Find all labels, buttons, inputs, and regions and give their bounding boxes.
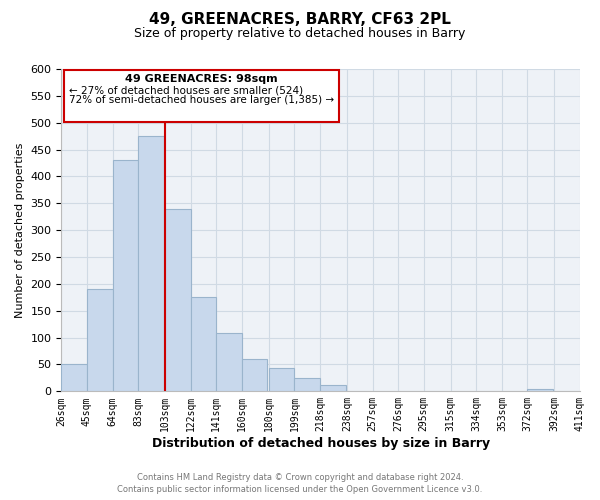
Bar [527, 388, 553, 392]
Bar [320, 385, 346, 392]
Bar [61, 364, 87, 392]
Y-axis label: Number of detached properties: Number of detached properties [15, 142, 25, 318]
Bar [87, 290, 113, 392]
Text: 49, GREENACRES, BARRY, CF63 2PL: 49, GREENACRES, BARRY, CF63 2PL [149, 12, 451, 28]
Text: Contains HM Land Registry data © Crown copyright and database right 2024.
Contai: Contains HM Land Registry data © Crown c… [118, 472, 482, 494]
Bar [269, 368, 295, 392]
Text: 72% of semi-detached houses are larger (1,385) →: 72% of semi-detached houses are larger (… [70, 95, 335, 105]
Bar [242, 359, 268, 392]
Text: ← 27% of detached houses are smaller (524): ← 27% of detached houses are smaller (52… [70, 85, 304, 95]
Bar [217, 334, 242, 392]
Bar [138, 136, 164, 392]
Bar [191, 298, 217, 392]
Bar [165, 208, 191, 392]
Bar [64, 70, 339, 122]
Bar [295, 378, 320, 392]
X-axis label: Distribution of detached houses by size in Barry: Distribution of detached houses by size … [152, 437, 490, 450]
Text: 49 GREENACRES: 98sqm: 49 GREENACRES: 98sqm [125, 74, 278, 85]
Text: Size of property relative to detached houses in Barry: Size of property relative to detached ho… [134, 28, 466, 40]
Bar [113, 160, 138, 392]
